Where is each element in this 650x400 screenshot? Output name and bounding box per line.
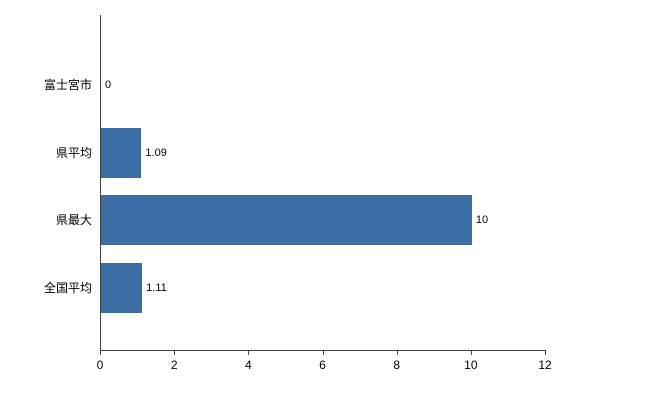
category-label: 県平均 (55, 145, 92, 160)
x-axis-tick (396, 350, 398, 355)
category-label: 県最大 (55, 213, 92, 228)
x-axis-tick (322, 350, 324, 355)
x-axis-tick (100, 350, 101, 355)
value-label: 10 (475, 214, 489, 227)
value-label: 1.09 (145, 146, 167, 159)
x-axis-tick (174, 350, 176, 355)
x-axis-tick-label: 0 (96, 358, 104, 372)
x-axis-tick-label: 10 (464, 358, 478, 372)
x-axis-tick (545, 350, 546, 355)
x-axis-tick (470, 350, 472, 355)
x-axis-tick-label: 2 (170, 358, 178, 372)
y-axis-line (100, 15, 101, 350)
category-label: 富士宮市 (43, 78, 92, 92)
bar (101, 263, 143, 313)
x-axis-tick-label: 12 (538, 358, 552, 372)
x-axis-tick-label: 6 (319, 358, 326, 372)
bar (101, 127, 142, 178)
x-axis-tick-label: 4 (244, 358, 252, 372)
category-label: 全国平均 (43, 281, 92, 295)
value-label: 0 (105, 79, 112, 91)
x-axis-tick (248, 350, 250, 355)
x-axis-tick-label: 8 (393, 358, 400, 372)
value-label: 1.11 (146, 282, 167, 294)
bar (101, 195, 472, 246)
